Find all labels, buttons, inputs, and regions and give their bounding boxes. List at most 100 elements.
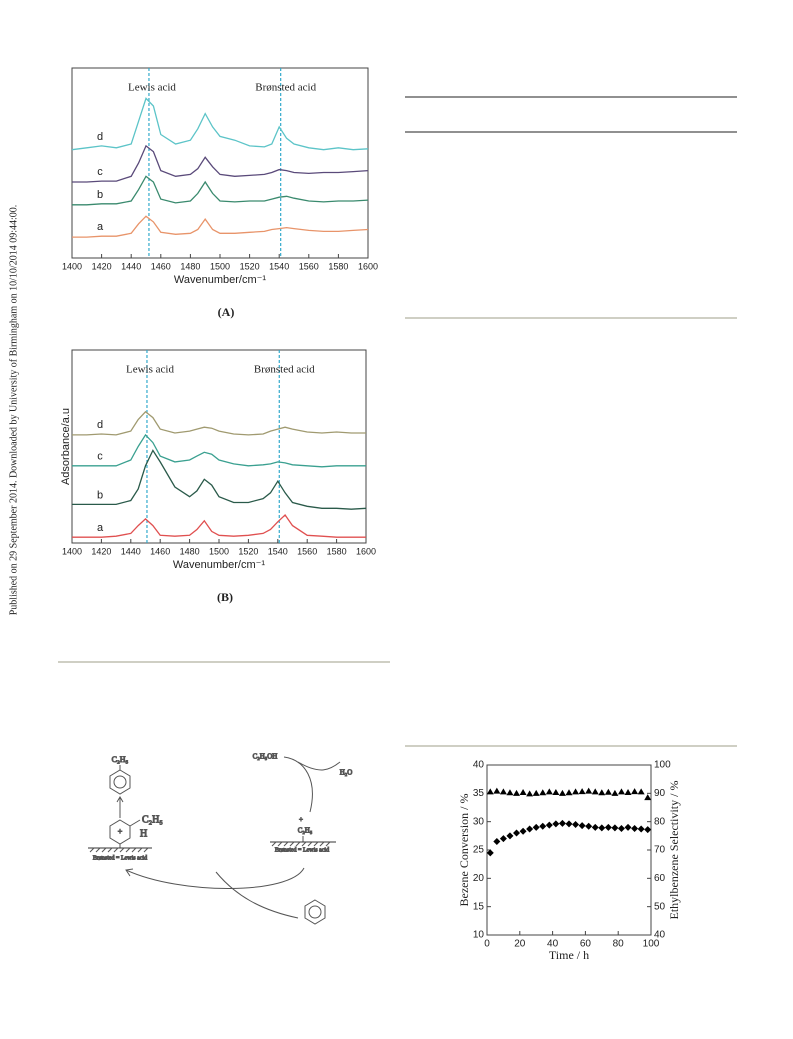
marker: [486, 788, 494, 795]
marker: [493, 838, 501, 845]
arrow: [297, 761, 341, 771]
x-tick-label: 1560: [299, 261, 319, 271]
x-tick-label: 1600: [358, 261, 378, 271]
series-label: c: [97, 451, 103, 463]
series-label: b: [97, 189, 103, 201]
y2-tick-label: 50: [654, 901, 666, 912]
x-tick-label: 1480: [180, 261, 200, 271]
hatch: [89, 847, 149, 853]
x-axis-label: Wavenumber/cm⁻¹: [173, 559, 266, 571]
marker: [519, 827, 527, 835]
marker: [631, 788, 639, 795]
marker: [499, 835, 507, 843]
marker: [565, 789, 573, 796]
arrow: [283, 756, 313, 813]
marker: [591, 823, 599, 831]
series-line: [72, 433, 366, 468]
marker: [611, 824, 619, 832]
marker: [526, 825, 534, 833]
scheme-label: +: [299, 816, 303, 824]
y-tick-label: 40: [473, 760, 485, 771]
y-axis-label: Bezene Conversion / %: [457, 794, 471, 907]
series-label: a: [97, 522, 104, 534]
series-line: [72, 175, 369, 206]
marker: [519, 788, 527, 795]
marker: [572, 821, 580, 828]
annotation-text: Lewis acid: [128, 82, 176, 94]
x-tick-label: 1460: [150, 546, 170, 556]
x-tick-label: 1400: [62, 261, 82, 271]
figure-caption: (A): [218, 305, 235, 319]
x-tick-label: 1600: [356, 546, 376, 556]
x-tick-label: 1420: [92, 261, 112, 271]
marker: [644, 794, 652, 801]
y-tick-label: 25: [473, 845, 485, 856]
y-tick-label: 30: [473, 816, 485, 827]
benzene-ring: [304, 899, 326, 925]
marker: [532, 823, 540, 831]
marker: [499, 788, 507, 795]
arrowhead: [125, 868, 134, 877]
y-tick-label: 20: [473, 873, 485, 884]
x-tick-label: 1540: [269, 261, 289, 271]
x-tick-label: 1520: [240, 261, 260, 271]
y2-axis-label: Ethylbenzene Selectivity / %: [667, 781, 681, 920]
marker: [617, 824, 625, 832]
marker: [637, 788, 645, 795]
y2-tick-label: 70: [654, 845, 666, 856]
bond: [129, 819, 141, 827]
x-tick-label: 0: [484, 939, 490, 950]
marker: [552, 820, 560, 828]
marker: [532, 789, 540, 796]
series-label: b: [97, 489, 103, 501]
series-line: [72, 449, 367, 510]
marker: [611, 789, 619, 796]
y-axis-label: Adsorbance/a.u: [60, 408, 72, 485]
x-axis-label: Wavenumber/cm⁻¹: [174, 274, 267, 286]
marker: [598, 824, 606, 832]
x-tick-label: 1480: [180, 546, 200, 556]
y2-tick-label: 80: [654, 816, 666, 827]
marker: [539, 822, 547, 830]
plot-frame: [71, 67, 369, 259]
marker: [493, 787, 501, 794]
site-label: Brønsted = Lewis acid: [93, 855, 147, 861]
marker: [513, 789, 521, 796]
marker: [644, 826, 652, 834]
marker: [624, 823, 632, 831]
x-tick-label: 1500: [209, 546, 229, 556]
series-line: [72, 144, 369, 183]
x-tick-label: 80: [613, 939, 625, 950]
marker: [506, 789, 514, 796]
x-tick-label: 1540: [268, 546, 288, 556]
y2-tick-label: 60: [654, 873, 666, 884]
ring-circle: [308, 905, 322, 919]
x-tick-label: 1580: [328, 261, 348, 271]
series-label: d: [97, 419, 103, 431]
hatch: [271, 841, 331, 847]
x-tick-label: 1560: [297, 546, 317, 556]
x-tick-label: 1400: [62, 546, 82, 556]
series-line: [72, 215, 369, 238]
scheme-label: H: [140, 828, 147, 839]
x-tick-label: 1460: [151, 261, 171, 271]
site-label: Brønsted = Lewis acid: [275, 847, 329, 853]
scheme-label: C₂H₅OH: [253, 753, 278, 761]
scheme: C₂H₅ + H C₂H₅ Brønsted = Lewis acid C₂H₅…: [88, 752, 353, 925]
x-tick-label: 1580: [327, 546, 347, 556]
scheme-label: C₂H₅: [142, 814, 163, 825]
marker: [585, 822, 593, 830]
marker: [578, 788, 586, 795]
marker: [598, 789, 606, 796]
figure-caption: (B): [217, 590, 233, 604]
scheme-label: +: [118, 827, 123, 836]
arrowhead: [116, 796, 124, 803]
marker: [572, 788, 580, 795]
plot-frame: [71, 349, 367, 544]
arrow: [215, 871, 299, 919]
annotation-text: Brønsted acid: [255, 82, 316, 94]
x-tick-label: 20: [514, 939, 526, 950]
series-line: [71, 97, 369, 151]
x-axis-label: Time / h: [549, 948, 589, 962]
